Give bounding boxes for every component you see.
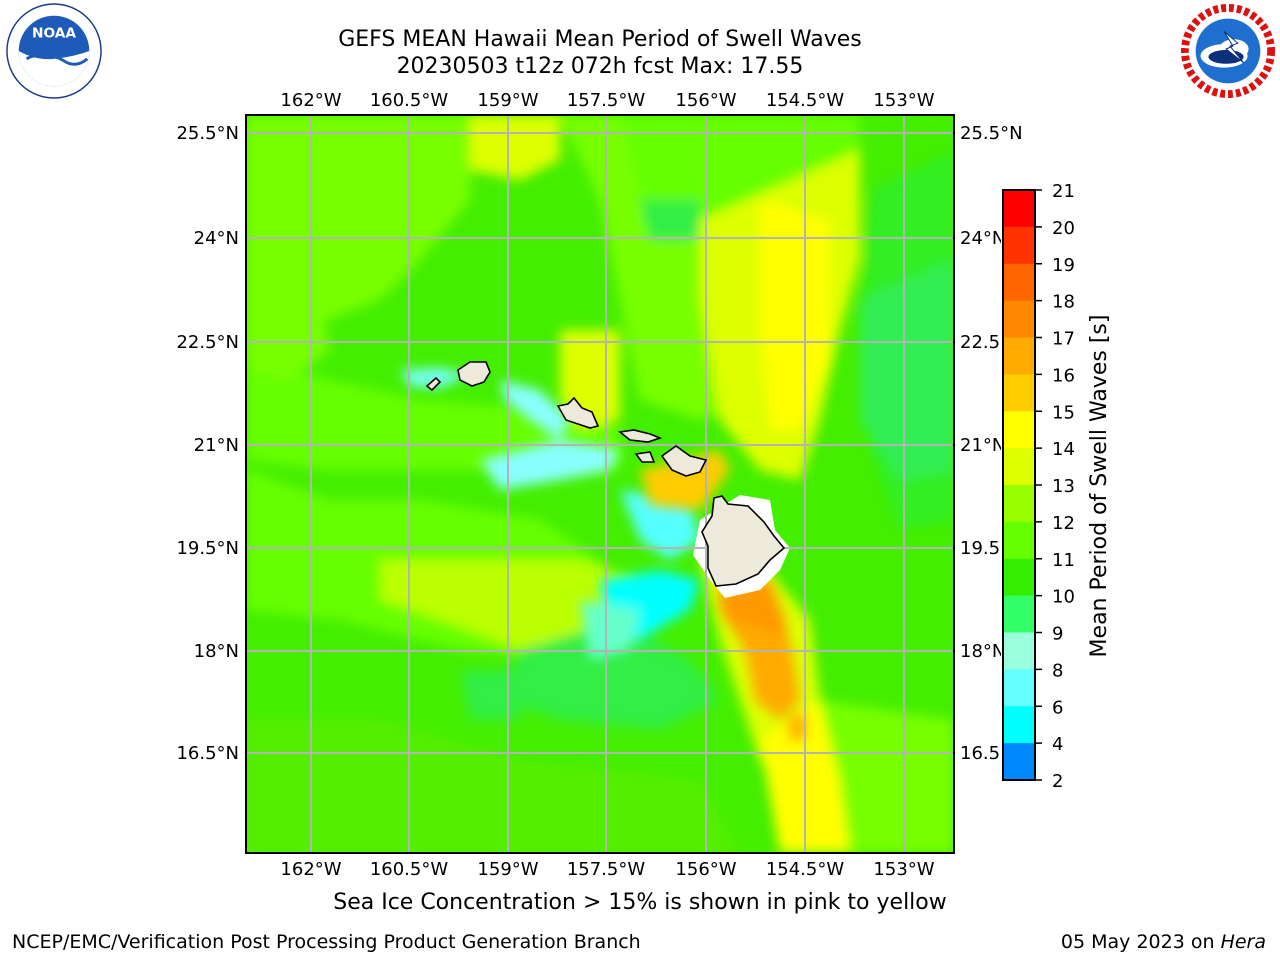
colorbar-segment (1003, 632, 1035, 670)
lat-label-left: 24°N (194, 228, 239, 249)
colorbar-segment (1003, 337, 1035, 375)
colorbar-segment (1003, 300, 1035, 338)
lon-label-bottom: 160.5°W (370, 859, 449, 880)
lon-label-top: 157.5°W (567, 90, 646, 111)
colorbar-segment (1003, 558, 1035, 597)
chart-title: GEFS MEAN Hawaii Mean Period of Swell Wa… (338, 27, 862, 52)
colorbar-tick-label: 15 (1052, 402, 1075, 423)
colorbar-tick-label: 13 (1052, 476, 1075, 497)
colorbar-segment (1003, 706, 1035, 744)
longitude-labels-bottom: 162°W 160.5°W 159°W 157.5°W 156°W 154.5°W 153°… (280, 859, 934, 880)
colorbar-tick-label: 6 (1052, 697, 1063, 718)
colorbar-label: Mean Period of Swell Waves [s] (1087, 315, 1112, 658)
hawaiian-islands (425, 361, 786, 587)
colorbar-segment (1003, 485, 1035, 523)
colorbar-segment (1003, 521, 1035, 560)
national-weather-service-logo (1180, 3, 1276, 99)
latitude-labels-left: 25.5°N 24°N 22.5°N 21°N 19.5°N 18°N 16.5°N (176, 123, 239, 764)
island-molokai (618, 429, 663, 443)
lat-label-left: 19.5°N (176, 538, 239, 559)
colorbar-segment (1003, 595, 1035, 633)
noaa-logo-text: NOAA (32, 25, 76, 41)
lon-label-top: 159°W (477, 90, 538, 111)
colorbar-tick-label: 4 (1052, 734, 1063, 755)
lat-label-left: 18°N (194, 641, 239, 662)
colorbar-segment (1003, 226, 1035, 265)
colorbar-segment (1003, 669, 1035, 707)
colorbar-tick-label: 12 (1052, 513, 1075, 534)
lon-label-bottom: 159°W (477, 859, 538, 880)
colorbar-tick-label: 18 (1052, 292, 1075, 313)
colorbar-tick-label: 19 (1052, 255, 1075, 276)
lon-label-bottom: 154.5°W (766, 859, 845, 880)
latitude-labels-right: 25.5°N24°N22.5°N21°N19.5°N18°N16.5°N (960, 123, 1023, 764)
sea-ice-note: Sea Ice Concentration > 15% is shown in … (333, 890, 947, 915)
lon-label-top: 162°W (280, 90, 341, 111)
lat-label-right: 24°N (960, 228, 1005, 249)
swell-high-period-zones (640, 450, 805, 740)
lat-label-left: 22.5°N (176, 332, 239, 353)
colorbar-segment (1003, 448, 1035, 486)
lat-label-left: 25.5°N (176, 123, 239, 144)
colorbar-segment (1003, 411, 1035, 449)
lon-label-bottom: 157.5°W (567, 859, 646, 880)
colorbar-tick-label: 9 (1052, 624, 1063, 645)
swell-contours (246, 115, 954, 853)
lat-label-left: 16.5°N (176, 743, 239, 764)
chart-subtitle: 20230503 t12z 072h fcst Max: 17.55 (396, 54, 804, 79)
map-field (246, 115, 954, 853)
colorbar-tick-label: 20 (1052, 218, 1075, 239)
colorbar-tick-label: 8 (1052, 660, 1063, 681)
lat-lon-grid (246, 115, 954, 853)
colorbar-segment (1003, 190, 1035, 228)
island-maui (660, 445, 708, 477)
footer-credit: NCEP/EMC/Verification Post Processing Pr… (12, 931, 641, 953)
colorbar-tick-label: 2 (1052, 771, 1063, 792)
lon-label-bottom: 156°W (675, 859, 736, 880)
lon-label-bottom: 153°W (873, 859, 934, 880)
lat-label-left: 21°N (194, 435, 239, 456)
colorbar-tick-label: 21 (1052, 181, 1075, 202)
island-oahu (556, 396, 600, 429)
lon-label-top: 154.5°W (766, 90, 845, 111)
island-lanai (634, 451, 656, 463)
longitude-labels-top: 162°W 160.5°W 159°W 157.5°W 156°W 154.5°W 153°… (280, 90, 934, 111)
colorbar-tick-label: 10 (1052, 587, 1075, 608)
footer-host: Hera (1220, 931, 1266, 953)
colorbar-tick-label: 14 (1052, 439, 1075, 460)
lat-label-right: 25.5°N (960, 123, 1023, 144)
lat-label-right: 18°N (960, 641, 1005, 662)
footer-date: 05 May 2023 on Hera (1061, 931, 1266, 953)
lon-label-top: 153°W (873, 90, 934, 111)
island-niihau (425, 376, 442, 392)
lat-label-right: 21°N (960, 435, 1005, 456)
lon-label-top: 156°W (675, 90, 736, 111)
island-kauai (457, 361, 491, 387)
colorbar-segment (1003, 743, 1035, 781)
lon-label-top: 160.5°W (370, 90, 449, 111)
colorbar-segment (1003, 374, 1035, 412)
colorbar-tick-label: 16 (1052, 365, 1075, 386)
lon-label-bottom: 162°W (280, 859, 341, 880)
colorbar-tick-label: 17 (1052, 329, 1075, 350)
island-hawaii-big-island (701, 495, 786, 587)
colorbar-tick-label: 11 (1052, 550, 1075, 571)
footer-date-text: 05 May 2023 on (1060, 931, 1221, 953)
colorbar-segment (1003, 263, 1035, 302)
colorbar: 21 20 19 18 17 16 15 14 13 12 11 10 9 8 6 4 2 (1001, 181, 1075, 792)
map-frame (245, 114, 955, 854)
noaa-logo: NOAA (6, 3, 102, 99)
